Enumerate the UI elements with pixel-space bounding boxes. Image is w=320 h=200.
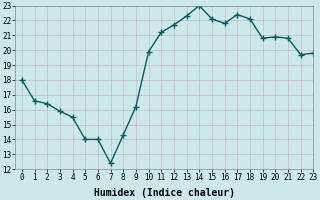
X-axis label: Humidex (Indice chaleur): Humidex (Indice chaleur) <box>94 188 235 198</box>
